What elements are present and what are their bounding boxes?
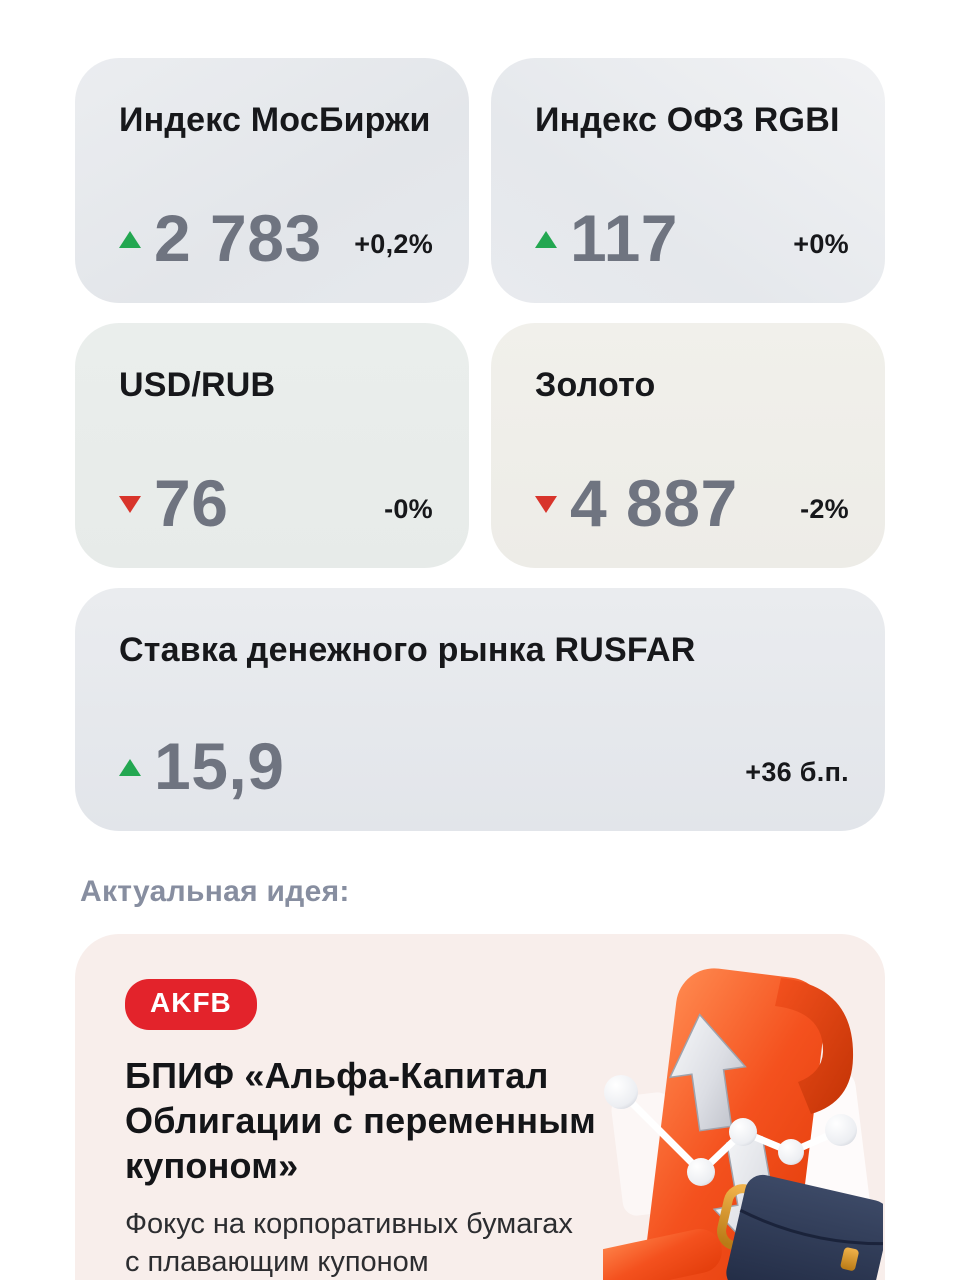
metric-title: Индекс ОФЗ RGBI [535,101,840,139]
metric-title: Индекс МосБиржи [119,101,431,139]
metrics-row-2: USD/RUB 76 -0% Золото 4 887 -2% [75,323,885,568]
metric-card-usd-rub[interactable]: USD/RUB 76 -0% [75,323,469,568]
idea-section-label: Актуальная идея: [80,875,350,908]
metric-card-rusfar[interactable]: Ставка денежного рынка RUSFAR 15,9 +36 б… [75,588,885,831]
metric-card-gold[interactable]: Золото 4 887 -2% [491,323,885,568]
metric-value-row: 2 783 +0,2% [119,201,433,276]
metric-title: Золото [535,366,656,404]
chart-line [604,1075,857,1186]
ticker-badge[interactable]: AKFB [125,979,257,1030]
metric-value-group: 76 [119,466,229,541]
metric-change: +0,2% [354,229,433,259]
metric-value-group: 117 [535,201,678,276]
metric-card-moex-index[interactable]: Индекс МосБиржи 2 783 +0,2% [75,58,469,303]
metric-title: Ставка денежного рынка RUSFAR [119,631,696,669]
metric-value-row: 15,9 +36 б.п. [119,729,849,804]
metric-change: +0% [793,229,849,259]
metric-value-row: 4 887 -2% [535,466,849,541]
metric-value-group: 2 783 [119,201,322,276]
metric-value: 117 [570,201,678,276]
idea-illustration [603,968,883,1280]
metric-card-rgbi-index[interactable]: Индекс ОФЗ RGBI 117 +0% [491,58,885,303]
trend-down-icon [119,496,141,513]
trend-up-icon [535,231,557,248]
metric-change: +36 б.п. [745,757,849,787]
metric-value: 2 783 [154,201,322,276]
metric-change: -0% [384,494,433,524]
idea-card[interactable]: AKFB БПИФ «Альфа-Капитал Облигации с пер… [75,934,885,1280]
metric-value-group: 15,9 [119,729,285,804]
metrics-row-1: Индекс МосБиржи 2 783 +0,2% Индекс ОФЗ R… [75,58,885,303]
trend-up-icon [119,759,141,776]
idea-subtitle: Фокус на корпоративных бумагах с плавающ… [125,1208,573,1278]
metric-value: 76 [154,466,229,541]
briefcase-icon [717,1174,883,1280]
trend-down-icon [535,496,557,513]
up-arrow-icon [668,1013,747,1132]
metric-value-group: 4 887 [535,466,738,541]
metric-value: 15,9 [154,729,285,804]
metric-title: USD/RUB [119,366,276,404]
metric-value: 4 887 [570,466,738,541]
trend-up-icon [119,231,141,248]
metric-value-row: 76 -0% [119,466,433,541]
idea-title: БПИФ «Альфа-Капитал Облигации с переменн… [125,1055,596,1186]
metric-value-row: 117 +0% [535,201,849,276]
metric-change: -2% [800,494,849,524]
